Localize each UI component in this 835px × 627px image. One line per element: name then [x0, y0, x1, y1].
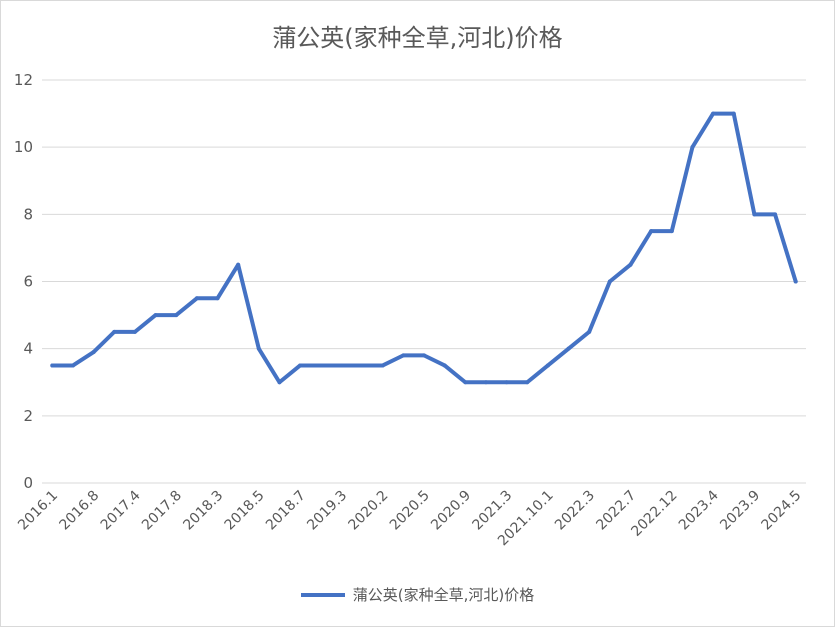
data-point	[318, 363, 323, 368]
x-tick-label: 2016.8	[56, 488, 102, 534]
x-tick-label: 2017.4	[98, 487, 144, 533]
data-point	[669, 229, 674, 234]
data-point	[277, 380, 282, 385]
data-point	[731, 111, 736, 116]
x-tick-label: 2022.3	[552, 488, 598, 534]
data-point	[153, 313, 158, 318]
data-point	[793, 279, 798, 284]
data-point	[649, 229, 654, 234]
data-point	[545, 363, 550, 368]
chart-title: 蒲公英(家种全草,河北)价格	[272, 24, 563, 52]
data-point	[112, 329, 117, 334]
x-tick-label: 2023.9	[717, 488, 763, 534]
x-tick-label: 2018.5	[222, 488, 268, 534]
data-point	[401, 353, 406, 358]
data-point	[422, 353, 426, 358]
data-point	[566, 346, 571, 351]
data-point	[380, 363, 385, 368]
y-tick-label: 10	[14, 138, 33, 156]
x-axis-ticks: 2016.12016.82017.42017.82018.32018.52018…	[15, 487, 804, 549]
data-point	[442, 363, 447, 368]
x-tick-label: 2020.9	[428, 488, 474, 534]
x-tick-label: 2018.3	[180, 488, 226, 534]
legend-swatch	[300, 592, 345, 597]
data-point	[525, 380, 530, 385]
y-tick-label: 6	[23, 273, 33, 291]
data-point	[236, 262, 241, 267]
y-tick-label: 2	[23, 407, 33, 425]
data-point	[50, 363, 55, 368]
data-point	[463, 380, 468, 385]
x-tick-label: 2024.5	[759, 488, 805, 534]
data-point	[70, 363, 75, 368]
x-tick-label: 2017.8	[139, 488, 185, 534]
series-line	[50, 111, 798, 385]
data-point	[194, 296, 199, 301]
x-tick-label: 2020.2	[346, 488, 392, 534]
data-point	[628, 262, 633, 267]
data-point	[587, 329, 592, 334]
y-axis-ticks: 0 2 4 6 8 10 12	[14, 71, 33, 492]
data-point	[607, 279, 612, 284]
data-point	[256, 346, 261, 351]
data-point	[132, 329, 137, 334]
data-point	[360, 363, 365, 368]
data-point	[773, 212, 778, 217]
data-point	[752, 212, 757, 217]
y-tick-label: 8	[23, 205, 33, 223]
x-tick-label: 2022.12	[628, 488, 680, 540]
y-tick-label: 12	[14, 71, 33, 89]
grid-lines	[42, 79, 806, 484]
y-tick-label: 0	[23, 474, 33, 492]
legend: 蒲公英(家种全草,河北)价格	[0, 584, 835, 605]
data-point	[215, 296, 220, 301]
x-tick-label: 2019.3	[304, 488, 350, 534]
series-layer	[50, 111, 798, 385]
y-tick-label: 4	[23, 340, 33, 358]
data-point	[339, 363, 344, 368]
data-point	[483, 380, 488, 385]
x-tick-label: 2023.4	[676, 487, 722, 533]
x-tick-label: 2018.7	[263, 488, 309, 534]
data-point	[504, 380, 509, 385]
data-point	[174, 313, 179, 318]
data-point	[91, 350, 96, 355]
data-point	[298, 363, 303, 368]
x-tick-label: 2016.1	[15, 488, 61, 534]
data-point	[690, 145, 695, 150]
data-point	[711, 111, 716, 116]
x-tick-label: 2020.5	[387, 488, 433, 534]
legend-label: 蒲公英(家种全草,河北)价格	[352, 586, 535, 604]
